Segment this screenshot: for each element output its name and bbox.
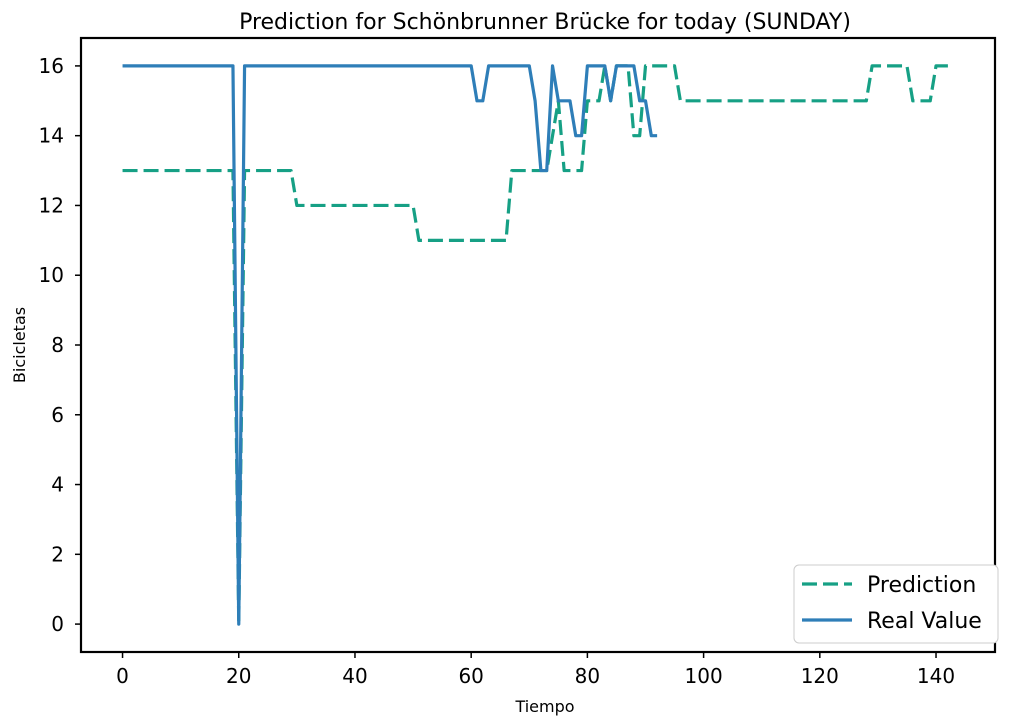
y-tick-label: 12 <box>39 193 64 217</box>
x-tick-label: 60 <box>458 664 483 688</box>
x-axis-label: Tiempo <box>514 697 574 716</box>
y-tick-label: 4 <box>51 473 64 497</box>
x-tick-label: 20 <box>226 664 251 688</box>
legend-label: Prediction <box>867 573 976 598</box>
axis-ticks: 0 20 40 60 80 100 120 140 0 2 4 6 8 10 12 14 16 <box>39 54 956 688</box>
y-tick-label: 10 <box>39 263 64 287</box>
x-tick-label: 80 <box>575 664 600 688</box>
series-line-prediction <box>122 64 954 626</box>
y-tick-label: 8 <box>51 333 64 357</box>
x-tick-label: 100 <box>685 664 723 688</box>
chart-title: Prediction for Schönbrunner Brücke for t… <box>239 10 851 35</box>
legend: Prediction Real Value <box>793 564 999 644</box>
x-tick-label: 120 <box>801 664 839 688</box>
y-tick-label: 0 <box>51 612 64 636</box>
x-tick-label: 40 <box>342 664 367 688</box>
x-tick-label: 0 <box>116 664 129 688</box>
series-line-real-value <box>122 64 658 626</box>
legend-label: Real Value <box>867 609 982 634</box>
plot-content <box>122 64 954 626</box>
y-tick-label: 14 <box>39 124 64 148</box>
y-tick-label: 6 <box>51 403 64 427</box>
y-tick-label: 2 <box>51 542 64 566</box>
y-tick-label: 16 <box>39 54 64 78</box>
y-axis-label: Bicicletas <box>10 307 29 383</box>
x-tick-label: 140 <box>917 664 955 688</box>
